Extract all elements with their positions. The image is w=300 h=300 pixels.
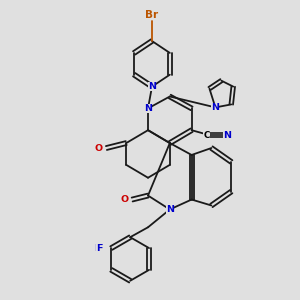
Text: N: N [212, 103, 219, 112]
Text: N: N [148, 82, 156, 91]
Text: O: O [94, 143, 103, 152]
Text: N: N [223, 130, 231, 140]
Text: F: F [96, 244, 103, 253]
Text: F: F [94, 244, 101, 253]
Text: O: O [120, 195, 128, 204]
Text: C: C [203, 130, 210, 140]
Text: N: N [144, 104, 152, 113]
Text: N: N [166, 205, 174, 214]
Text: Br: Br [146, 10, 158, 20]
